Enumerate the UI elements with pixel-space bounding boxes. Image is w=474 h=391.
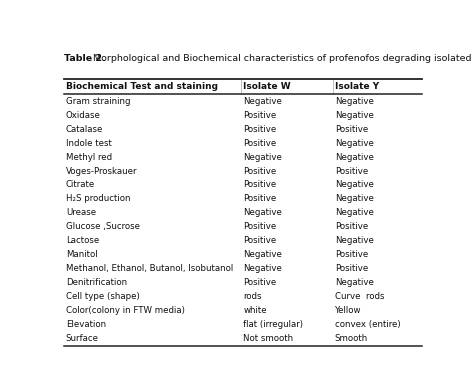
Text: Indole test: Indole test xyxy=(66,138,112,147)
Text: Yellow: Yellow xyxy=(335,306,361,315)
Text: Negative: Negative xyxy=(243,97,282,106)
Text: Table 2.: Table 2. xyxy=(64,54,105,63)
Text: Surface: Surface xyxy=(66,334,99,343)
Text: Catalase: Catalase xyxy=(66,125,103,134)
Text: Positive: Positive xyxy=(335,250,368,259)
Text: Negative: Negative xyxy=(335,278,374,287)
Text: Negative: Negative xyxy=(335,208,374,217)
Text: Positive: Positive xyxy=(243,111,277,120)
Text: rods: rods xyxy=(243,292,262,301)
Text: Positive: Positive xyxy=(335,167,368,176)
Text: Denitrification: Denitrification xyxy=(66,278,127,287)
Text: Citrate: Citrate xyxy=(66,181,95,190)
Text: Negative: Negative xyxy=(335,97,374,106)
Text: Morphological and Biochemical characteristics of profenofos degrading isolated b: Morphological and Biochemical characteri… xyxy=(90,54,474,63)
Text: Curve  rods: Curve rods xyxy=(335,292,384,301)
Text: Positive: Positive xyxy=(243,138,277,147)
Text: Not smooth: Not smooth xyxy=(243,334,293,343)
Text: Negative: Negative xyxy=(335,236,374,245)
Text: Voges-Proskauer: Voges-Proskauer xyxy=(66,167,137,176)
Text: Positive: Positive xyxy=(243,236,277,245)
Text: Positive: Positive xyxy=(243,125,277,134)
Text: Methanol, Ethanol, Butanol, Isobutanol: Methanol, Ethanol, Butanol, Isobutanol xyxy=(66,264,233,273)
Text: Elevation: Elevation xyxy=(66,320,106,329)
Text: Negative: Negative xyxy=(335,138,374,147)
Text: Negative: Negative xyxy=(335,111,374,120)
Text: Cell type (shape): Cell type (shape) xyxy=(66,292,140,301)
Text: Lactose: Lactose xyxy=(66,236,99,245)
Text: Manitol: Manitol xyxy=(66,250,98,259)
Text: Positive: Positive xyxy=(243,194,277,203)
Text: Isolate W: Isolate W xyxy=(243,82,291,91)
Text: white: white xyxy=(243,306,267,315)
Text: Isolate Y: Isolate Y xyxy=(335,82,379,91)
Text: Urease: Urease xyxy=(66,208,96,217)
Text: Positive: Positive xyxy=(335,222,368,231)
Text: Negative: Negative xyxy=(335,194,374,203)
Text: Positive: Positive xyxy=(243,222,277,231)
Text: Negative: Negative xyxy=(243,264,282,273)
Text: Biochemical Test and staining: Biochemical Test and staining xyxy=(66,82,218,91)
Text: Positive: Positive xyxy=(243,167,277,176)
Text: Negative: Negative xyxy=(243,208,282,217)
Text: Smooth: Smooth xyxy=(335,334,368,343)
Text: Positive: Positive xyxy=(335,125,368,134)
Text: flat (irregular): flat (irregular) xyxy=(243,320,303,329)
Text: Negative: Negative xyxy=(243,152,282,161)
Text: Positive: Positive xyxy=(335,264,368,273)
Text: Negative: Negative xyxy=(243,250,282,259)
Text: Oxidase: Oxidase xyxy=(66,111,101,120)
Text: Negative: Negative xyxy=(335,152,374,161)
Text: Gram straining: Gram straining xyxy=(66,97,130,106)
Text: Methyl red: Methyl red xyxy=(66,152,112,161)
Text: Negative: Negative xyxy=(335,181,374,190)
Text: convex (entire): convex (entire) xyxy=(335,320,401,329)
Text: Color(colony in FTW media): Color(colony in FTW media) xyxy=(66,306,185,315)
Text: Positive: Positive xyxy=(243,181,277,190)
Text: Positive: Positive xyxy=(243,278,277,287)
Text: Glucose ,Sucrose: Glucose ,Sucrose xyxy=(66,222,140,231)
Text: H₂S production: H₂S production xyxy=(66,194,130,203)
